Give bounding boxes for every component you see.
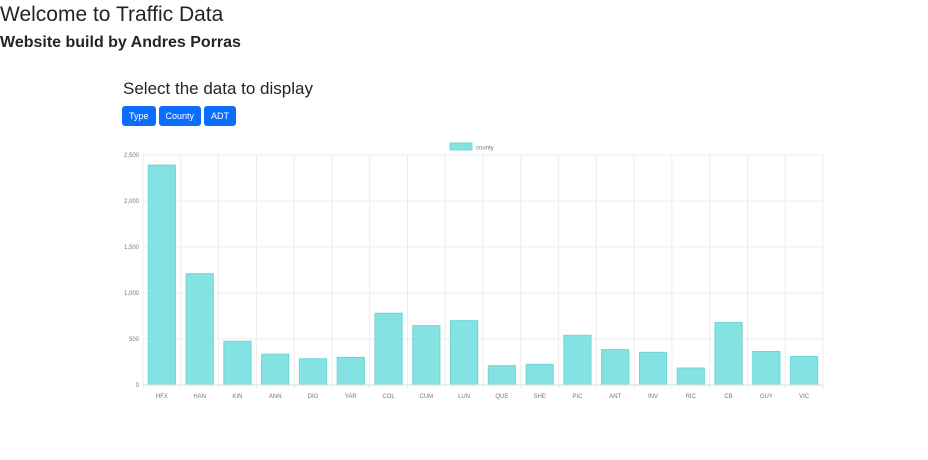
bar-guy: [752, 350, 781, 386]
y-tick-label: 500: [129, 337, 140, 343]
bar-hfx: [147, 164, 176, 386]
x-tick-label: PIC: [572, 394, 583, 400]
x-tick-label: LUN: [458, 394, 470, 400]
x-tick-label: YAR: [345, 394, 358, 400]
bar-yar: [336, 356, 365, 386]
type-button[interactable]: Type: [122, 106, 156, 126]
x-tick-label: QUE: [495, 394, 508, 400]
x-tick-label: ANT: [609, 394, 621, 400]
bar-ant: [601, 349, 630, 386]
bar-cb: [714, 321, 743, 386]
bar-col: [374, 312, 403, 386]
x-tick-label: HFX: [156, 394, 168, 400]
bar-ric: [676, 367, 705, 386]
x-tick-label: CB: [724, 394, 732, 400]
page-title: Welcome to Traffic Data: [0, 3, 224, 26]
x-tick-label: RIC: [686, 394, 697, 400]
bar-inv: [638, 351, 668, 386]
x-tick-label: KIN: [232, 394, 242, 400]
x-tick-label: ANN: [269, 394, 282, 400]
legend-label: county: [476, 146, 494, 152]
select-data-heading: Select the data to display: [123, 79, 313, 98]
x-tick-label: INV: [648, 394, 658, 400]
x-tick-label: GUY: [760, 394, 773, 400]
bar-pic: [563, 334, 592, 386]
bar-vic: [790, 355, 819, 386]
y-tick-label: 2,500: [124, 153, 140, 159]
y-tick-label: 0: [136, 383, 140, 389]
bar-dig: [298, 358, 328, 386]
page-subtitle: Website build by Andres Porras: [0, 34, 241, 51]
chart-svg: county 0 500 1,000 1,500 2,000 2,500 HFX HAN KIN A…: [124, 142, 824, 400]
bar-que: [487, 365, 516, 386]
y-tick-label: 1,000: [124, 291, 140, 297]
bar-she: [525, 363, 554, 386]
data-selector-buttons: Type County ADT: [122, 106, 237, 126]
bar-cum: [412, 325, 441, 386]
x-tick-label: CUM: [419, 394, 433, 400]
x-tick-label: DIG: [308, 394, 319, 400]
x-tick-label: SHE: [533, 394, 545, 400]
county-bar-chart: county 0 500 1,000 1,500 2,000 2,500 HFX HAN KIN A…: [110, 138, 830, 403]
bar-han: [185, 273, 214, 386]
bar-kin: [223, 340, 252, 386]
legend-swatch: [449, 142, 473, 151]
y-tick-label: 1,500: [124, 245, 140, 251]
y-tick-label: 2,000: [124, 199, 140, 205]
bar-ann: [261, 353, 290, 386]
x-tick-label: VIC: [799, 394, 810, 400]
x-tick-label: COL: [382, 394, 395, 400]
bar-lun: [450, 320, 479, 386]
adt-button[interactable]: ADT: [204, 106, 237, 126]
x-tick-label: HAN: [193, 394, 206, 400]
county-button[interactable]: County: [158, 106, 202, 126]
